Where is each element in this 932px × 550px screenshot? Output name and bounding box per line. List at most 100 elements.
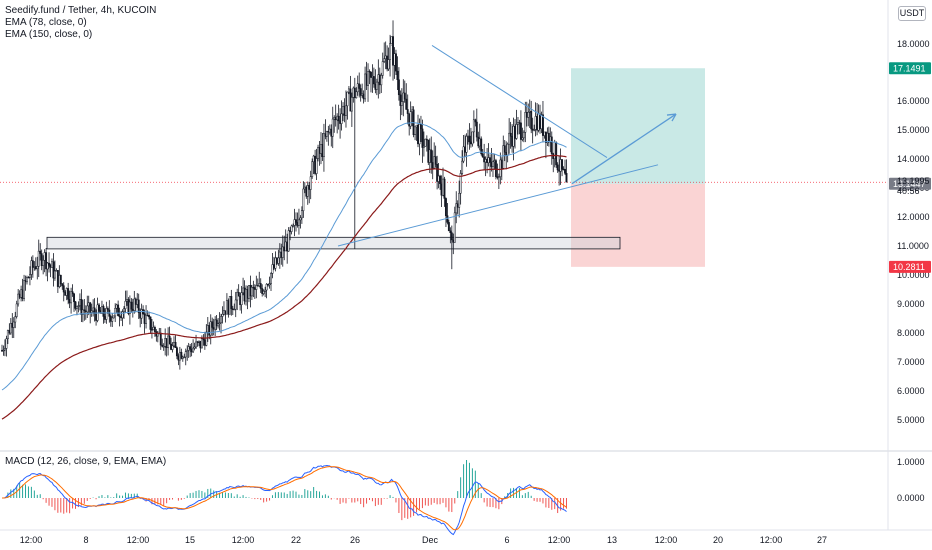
candle-body [374, 83, 377, 90]
candle-body [396, 70, 399, 80]
candle-body [430, 149, 433, 163]
candle-body [530, 111, 533, 130]
candle-body [315, 158, 318, 174]
candle-body [264, 289, 267, 292]
candle-body [102, 306, 105, 317]
candle-body [137, 299, 140, 313]
candle-body [223, 310, 225, 315]
candle-body [552, 153, 555, 159]
candle-body [3, 348, 6, 351]
candle-body [259, 283, 262, 289]
candle-body [12, 321, 15, 328]
candle-body [289, 230, 292, 232]
candle-body [230, 296, 233, 310]
support-zone-box[interactable] [46, 236, 621, 250]
candle-body [378, 74, 381, 86]
candle-body [121, 311, 124, 319]
candle-body [320, 144, 322, 154]
stop-zone[interactable] [571, 183, 705, 267]
time-tick-label: 12:00 [655, 535, 678, 545]
candle-body [209, 321, 212, 336]
candle-body [237, 291, 240, 297]
candle-body [381, 61, 384, 76]
candle-body [420, 123, 422, 130]
candle-body [428, 149, 431, 163]
candle-body [74, 301, 77, 309]
time-tick-label: 26 [350, 535, 360, 545]
candle-body [62, 285, 65, 293]
ema150-legend[interactable]: EMA (150, close, 0) [5, 29, 93, 40]
candle-body [439, 175, 442, 185]
candle-body [59, 274, 62, 285]
candle-body [542, 114, 544, 136]
candle-body [443, 178, 446, 199]
candle-body [193, 346, 196, 349]
candle-body [437, 175, 440, 182]
candle-body [534, 116, 537, 130]
candle-body [171, 345, 174, 350]
candle-body [187, 346, 190, 351]
candle-body [447, 222, 450, 232]
candle-body [480, 138, 483, 155]
candle-body [261, 288, 264, 294]
time-axis[interactable]: 12:00 8 12:00 15 12:00 22 26 Dec 6 12:00 13 12:00 20… [20, 535, 827, 545]
candle-body [500, 159, 503, 169]
candle-body [64, 291, 67, 296]
candle-body [350, 97, 353, 112]
macd-legend[interactable]: MACD (12, 26, close, 9, EMA, EMA) [5, 456, 167, 467]
candle-body [467, 135, 469, 138]
candle-body [349, 88, 352, 112]
candle-body [449, 230, 452, 233]
candle-body [478, 138, 481, 147]
candle-body [286, 241, 289, 252]
candle-body [308, 185, 311, 190]
candle-body [371, 76, 374, 78]
candle-body [509, 132, 512, 137]
candle-body [365, 73, 368, 86]
ema78-legend[interactable]: EMA (78, close, 0) [5, 17, 87, 28]
candle-body [434, 156, 437, 165]
candle-body [33, 266, 36, 268]
candle-body [290, 225, 293, 232]
candle-body [505, 151, 508, 156]
candle-body [555, 141, 558, 166]
candle-body [199, 340, 202, 349]
price-axis[interactable]: 18.000016.000015.000014.000013.000012.00… [897, 39, 930, 503]
macd-line [2, 464, 567, 536]
candle-body [481, 153, 484, 158]
candle-body [337, 115, 340, 122]
candle-body [27, 277, 30, 279]
candle-body [195, 341, 197, 348]
candle-body [189, 346, 192, 350]
candle-body [205, 331, 208, 346]
candle-body [450, 232, 453, 241]
trend-drawings[interactable] [337, 45, 677, 247]
candle-body [95, 313, 98, 321]
candle-body [287, 230, 290, 252]
candle-body [11, 323, 14, 328]
candle-body [405, 98, 408, 110]
candle-body [192, 347, 195, 353]
candle-body [21, 289, 24, 299]
time-tick-label: 13 [607, 535, 617, 545]
candle-body [494, 160, 497, 177]
candle-body [390, 36, 393, 44]
candle-body [127, 299, 130, 314]
candle-body [202, 338, 205, 341]
candle-body [562, 168, 565, 171]
candle-body [164, 338, 167, 347]
target-zone[interactable] [571, 68, 705, 184]
candle-body [256, 285, 259, 287]
currency-button[interactable]: USDT [898, 6, 926, 21]
candle-body [518, 122, 521, 124]
candle-body [409, 111, 412, 127]
candle-body [471, 131, 474, 145]
candle-body [203, 339, 206, 346]
candle-body [386, 55, 389, 70]
candle-body [415, 124, 418, 128]
symbol-title[interactable]: Seedify.fund / Tether, 4h, KUCOIN [5, 5, 157, 16]
candle-body [30, 260, 33, 275]
ema150-line [1, 154, 567, 420]
candle-body [536, 116, 539, 131]
